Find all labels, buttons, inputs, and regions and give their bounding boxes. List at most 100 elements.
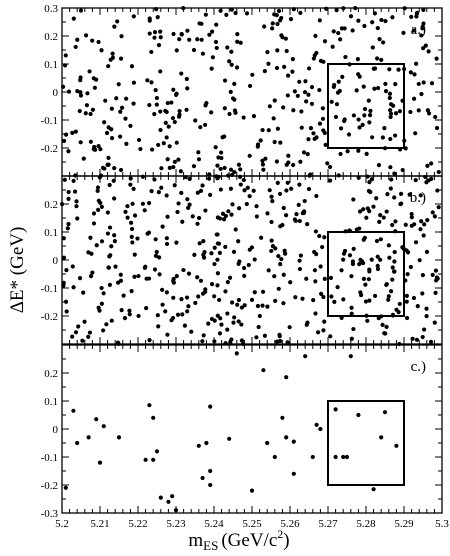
data-point <box>245 185 250 190</box>
data-point <box>329 99 334 104</box>
data-point <box>284 435 289 440</box>
data-point <box>366 277 371 282</box>
data-point <box>292 89 297 94</box>
data-point <box>401 30 406 35</box>
data-point <box>209 66 214 71</box>
data-point <box>329 294 334 299</box>
data-point <box>349 311 354 316</box>
x-tick-label: 5.25 <box>242 518 262 530</box>
data-point <box>187 202 192 207</box>
data-point <box>276 8 282 14</box>
data-point <box>109 318 114 323</box>
data-point <box>349 274 354 279</box>
data-point <box>260 289 266 294</box>
data-point <box>361 276 367 281</box>
data-point <box>235 32 240 37</box>
data-point <box>388 108 393 113</box>
data-point <box>239 338 245 343</box>
data-point <box>66 189 71 195</box>
data-point <box>339 268 344 273</box>
data-point <box>303 354 308 359</box>
data-points <box>59 174 441 347</box>
data-point <box>419 219 424 224</box>
data-point <box>398 191 404 197</box>
data-point <box>155 313 160 318</box>
data-point <box>199 37 204 42</box>
data-point <box>209 251 214 256</box>
data-point <box>227 59 232 64</box>
data-point <box>388 111 394 116</box>
data-point <box>434 56 439 61</box>
data-point <box>378 257 383 262</box>
data-point <box>81 156 86 161</box>
data-point <box>84 103 90 108</box>
data-point <box>198 125 203 130</box>
data-point <box>338 151 343 157</box>
data-point <box>99 301 104 306</box>
data-point <box>118 167 124 173</box>
data-point <box>108 253 113 258</box>
data-point <box>318 426 323 432</box>
data-point <box>375 56 380 61</box>
data-point <box>146 276 152 281</box>
data-point <box>244 11 250 16</box>
data-point <box>261 368 266 373</box>
data-point <box>225 327 230 332</box>
data-point <box>164 236 169 241</box>
data-point <box>363 299 369 304</box>
data-point <box>167 144 172 149</box>
data-point <box>81 290 86 295</box>
data-point <box>414 14 419 19</box>
data-point <box>149 147 155 152</box>
y-tick-label: 0 <box>53 255 59 267</box>
data-point <box>317 233 322 239</box>
data-point <box>228 167 234 172</box>
data-point <box>370 20 375 25</box>
data-point <box>223 213 228 219</box>
data-point <box>247 83 253 89</box>
data-point <box>228 89 233 94</box>
data-point <box>223 244 228 249</box>
data-point <box>356 18 361 23</box>
data-point <box>109 136 115 141</box>
data-point <box>421 7 426 13</box>
data-point <box>265 304 270 309</box>
data-point <box>186 304 191 309</box>
data-point <box>106 64 111 69</box>
data-point <box>351 246 356 251</box>
data-point <box>78 8 84 13</box>
data-point <box>386 294 391 299</box>
data-point <box>375 254 380 259</box>
data-point <box>127 308 132 313</box>
data-point <box>61 255 67 260</box>
data-point <box>280 415 285 420</box>
data-point <box>213 39 219 45</box>
data-point <box>212 245 217 250</box>
data-point <box>272 98 277 103</box>
data-point <box>386 243 391 248</box>
data-point <box>298 10 303 15</box>
data-point <box>181 267 186 273</box>
data-point <box>189 329 194 334</box>
data-point <box>367 180 372 185</box>
data-point <box>426 49 431 54</box>
data-point <box>425 218 430 223</box>
data-point <box>109 244 114 249</box>
data-point <box>409 14 414 19</box>
data-point <box>200 51 205 56</box>
data-point <box>332 299 337 304</box>
data-point <box>297 266 303 272</box>
data-point <box>403 222 408 227</box>
data-point <box>294 212 299 217</box>
data-point <box>135 236 140 241</box>
data-point <box>324 6 329 11</box>
data-point <box>105 210 110 215</box>
data-point <box>272 454 277 460</box>
data-point <box>296 202 301 207</box>
data-point <box>377 219 382 224</box>
y-tick-label: 0.1 <box>44 396 58 408</box>
data-point <box>266 268 271 273</box>
data-point <box>419 91 424 97</box>
data-point <box>262 333 268 338</box>
data-point <box>414 337 419 342</box>
